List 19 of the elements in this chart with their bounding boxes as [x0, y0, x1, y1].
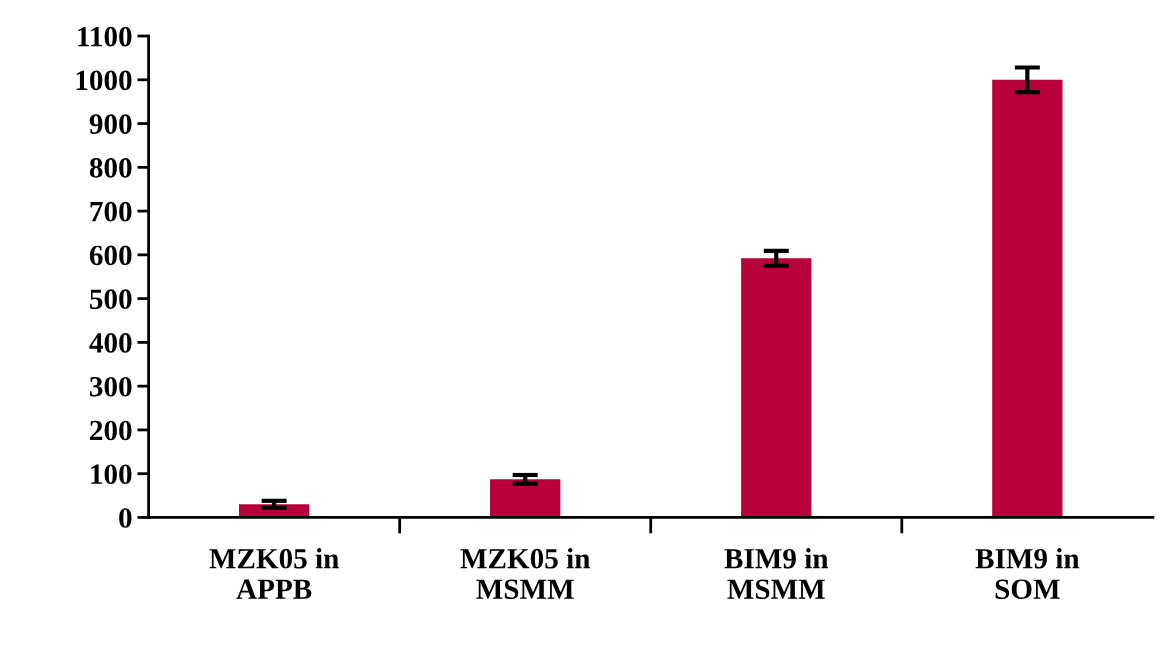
- y-tick-label: 1100: [78, 26, 132, 47]
- bar: [490, 479, 561, 518]
- y-tick-label: 100: [91, 464, 132, 485]
- y-tick-label: 800: [89, 158, 132, 178]
- x-tick-label: BIM9 in MSMM: [724, 548, 829, 600]
- y-tick-label: 900: [89, 114, 132, 134]
- y-tick-label: 400: [89, 333, 132, 353]
- bar: [741, 258, 812, 518]
- y-tick-label: 600: [89, 245, 132, 266]
- y-tick-label: 300: [89, 376, 132, 397]
- bar: [992, 79, 1063, 518]
- x-tick-label: MZK05 in APPB: [209, 548, 339, 599]
- x-tick-label: MZK05 in MSMM: [460, 548, 590, 600]
- y-tick-label: 500: [90, 289, 132, 310]
- x-tick-label: BIM9 in SOM: [975, 548, 1080, 600]
- y-tick-label: 1000: [76, 70, 132, 91]
- y-tick-label: 0: [119, 508, 132, 528]
- y-tick-label: 200: [90, 420, 132, 441]
- y-tick-label: 700: [90, 201, 132, 222]
